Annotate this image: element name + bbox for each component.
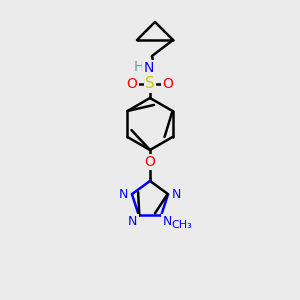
Text: N: N xyxy=(171,188,181,201)
Text: O: O xyxy=(145,155,155,169)
Text: O: O xyxy=(163,77,173,91)
Text: N: N xyxy=(119,188,129,201)
Text: O: O xyxy=(127,77,137,91)
Text: N: N xyxy=(144,61,154,75)
Text: N: N xyxy=(128,215,137,228)
Text: N: N xyxy=(163,215,172,228)
Text: H: H xyxy=(134,60,144,74)
Text: CH₃: CH₃ xyxy=(172,220,193,230)
Text: S: S xyxy=(145,76,155,92)
